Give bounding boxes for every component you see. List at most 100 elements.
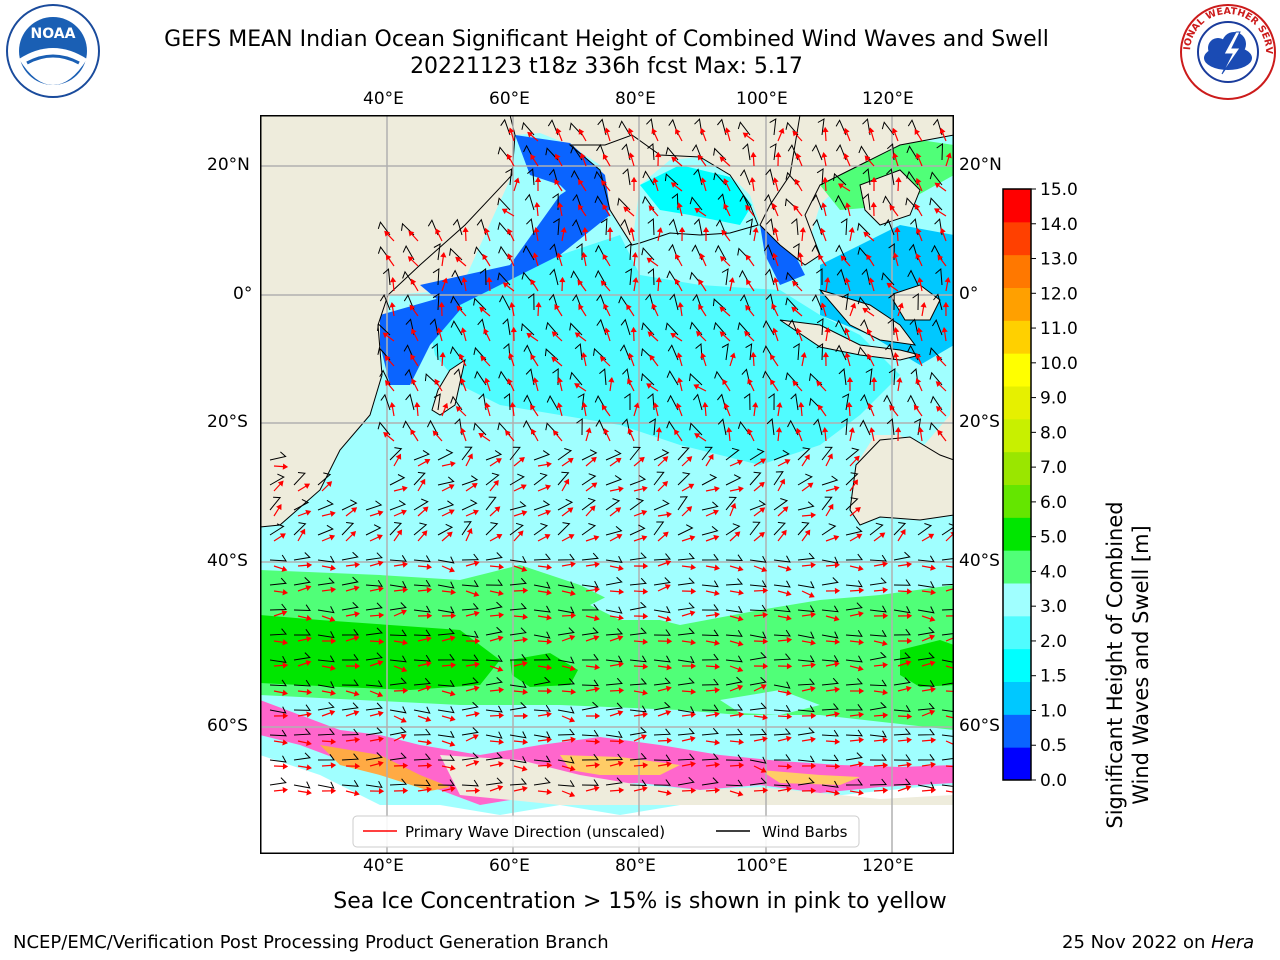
wind-barb	[653, 754, 671, 762]
wind-barb	[365, 652, 383, 661]
lat-tick-left: 40°S	[207, 551, 248, 571]
wave-arrow-head	[574, 383, 581, 389]
wave-arrow-head	[646, 383, 653, 389]
wave-arrow-head	[498, 686, 505, 694]
wind-barb	[835, 344, 847, 361]
wave-arrow-head	[471, 483, 478, 489]
wave-arrow-head	[675, 402, 682, 409]
wind-barb	[845, 526, 863, 536]
wind-barb	[812, 218, 823, 236]
wind-barb	[647, 142, 655, 161]
wave-arrow-head	[306, 688, 313, 696]
wind-barb	[625, 268, 633, 286]
wave-arrow-head	[762, 638, 769, 645]
wind-barb	[557, 728, 576, 736]
wave-arrow-head	[455, 256, 462, 263]
wave-arrow-head	[395, 453, 402, 460]
wave-arrow-head	[402, 561, 408, 568]
wave-arrow-head	[631, 251, 639, 258]
wave-arrow-head	[555, 127, 562, 134]
wave-arrow-head	[618, 588, 625, 595]
wave-arrow-head	[795, 152, 802, 159]
wind-barb	[413, 706, 431, 714]
wave-arrow-head	[795, 327, 802, 334]
wave-arrow-head	[608, 376, 615, 383]
wave-arrow-head	[627, 378, 633, 385]
wind-barb	[941, 659, 954, 663]
wave-arrow-head	[306, 562, 313, 569]
wind-barb	[677, 677, 695, 686]
wave-arrow-head	[378, 788, 385, 795]
wind-barb	[816, 168, 824, 186]
wave-arrow-head	[799, 226, 806, 233]
wind-barb	[317, 781, 335, 789]
wave-arrow-head	[846, 376, 854, 382]
wave-arrow-head	[941, 326, 948, 333]
wave-arrow-head	[377, 710, 384, 717]
lat-tick-left: 20°N	[207, 155, 250, 175]
wind-barb	[600, 218, 608, 236]
wave-arrow-head	[389, 402, 396, 408]
wind-barb	[816, 268, 823, 285]
wind-barb	[629, 752, 647, 761]
wave-arrow-head	[414, 401, 421, 408]
wave-arrow-head	[721, 229, 728, 236]
wave-arrow-head	[582, 226, 589, 233]
wave-arrow-head	[750, 151, 757, 158]
wind-barb	[293, 652, 311, 661]
wave-arrow-head	[595, 712, 601, 720]
wind-barb	[725, 779, 743, 787]
wave-arrow-head	[664, 584, 671, 590]
wave-arrow-head	[690, 711, 697, 718]
wave-arrow-head	[282, 763, 289, 770]
wave-arrow-head	[546, 563, 553, 571]
wind-barb	[936, 143, 944, 161]
wind-barb	[773, 705, 791, 712]
wind-barb	[811, 193, 823, 211]
wind-barb	[509, 702, 527, 711]
colorbar-cells	[1003, 189, 1031, 781]
wind-barb	[766, 418, 775, 436]
wind-barb	[797, 705, 815, 713]
wave-arrow-head	[475, 637, 481, 645]
wind-barb	[413, 677, 431, 686]
wave-arrow-head	[882, 612, 889, 619]
wave-arrow-head	[450, 662, 457, 669]
wave-arrow-head	[930, 737, 937, 744]
wave-arrow-head	[834, 711, 840, 718]
wave-arrow-head	[441, 277, 448, 284]
wave-arrow-head	[714, 564, 720, 571]
wind-barb	[821, 631, 839, 639]
wave-arrow-head	[858, 789, 864, 796]
wind-barb	[557, 656, 575, 664]
wave-arrow-head	[882, 762, 889, 769]
wave-arrow-head	[760, 458, 767, 465]
wind-barb	[533, 500, 551, 511]
wind-barb	[485, 731, 503, 739]
wind-barb	[834, 194, 847, 211]
wind-barb	[749, 500, 766, 511]
wave-arrow-head	[819, 227, 826, 234]
wind-barb	[485, 496, 497, 511]
wind-barb	[461, 553, 479, 561]
wind-barb	[773, 580, 791, 588]
wind-barb	[790, 393, 799, 411]
wind-barb	[605, 498, 621, 511]
wind-barb	[476, 218, 487, 236]
wind-barb	[509, 602, 527, 611]
wind-barb	[725, 447, 740, 461]
wave-arrow-head	[896, 377, 903, 383]
wind-barb	[816, 318, 824, 336]
wind-barb	[653, 471, 665, 486]
wind-barb	[413, 654, 431, 662]
wave-arrow-head	[351, 507, 358, 513]
wind-barb	[929, 197, 943, 211]
wind-barb	[742, 143, 751, 161]
wind-barb	[845, 655, 863, 663]
wind-barb	[715, 219, 727, 236]
wind-barb	[545, 321, 559, 336]
wind-barb	[269, 628, 288, 636]
wave-arrow-head	[494, 506, 501, 513]
wind-barb	[677, 602, 695, 611]
wave-arrow-head	[870, 201, 877, 208]
